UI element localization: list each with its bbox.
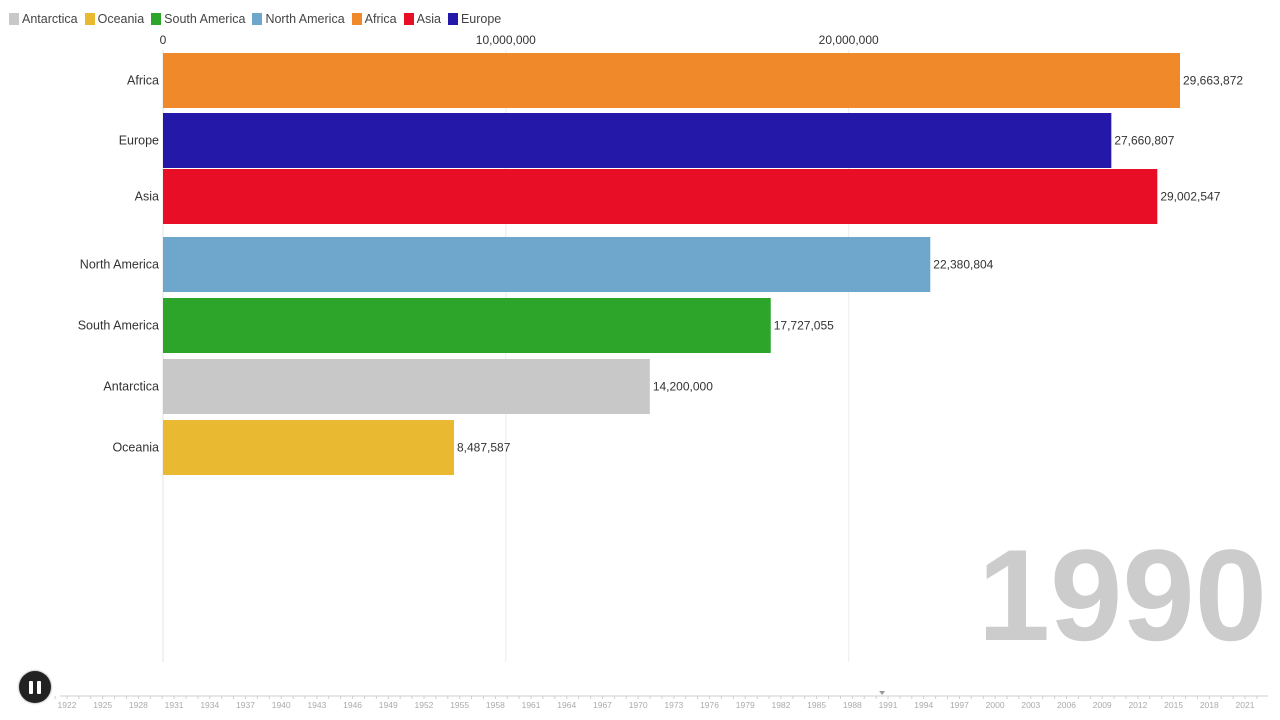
x-tick-label: 20,000,000 bbox=[819, 33, 879, 47]
year-label: 1990 bbox=[978, 522, 1267, 668]
timeline-year-label: 1946 bbox=[343, 700, 362, 710]
timeline-year-label: 1940 bbox=[272, 700, 291, 710]
timeline-year-label: 1988 bbox=[843, 700, 862, 710]
timeline-year-label: 1991 bbox=[879, 700, 898, 710]
timeline-year-label: 1928 bbox=[129, 700, 148, 710]
timeline-year-label: 2012 bbox=[1128, 700, 1147, 710]
legend-label: North America bbox=[265, 12, 345, 26]
bars bbox=[163, 53, 1180, 475]
legend-swatch bbox=[403, 13, 414, 25]
timeline-year-label: 2018 bbox=[1200, 700, 1219, 710]
category-label: North America bbox=[80, 258, 159, 272]
category-labels: Africa Europe Asia North America South Ameri… bbox=[78, 74, 159, 455]
value-label: 17,727,055 bbox=[774, 319, 834, 333]
bar bbox=[163, 169, 1158, 224]
timeline-year-label: 1970 bbox=[629, 700, 648, 710]
bar bbox=[163, 53, 1180, 108]
timeline-year-label: 1982 bbox=[771, 700, 790, 710]
legend-item[interactable]: Africa bbox=[351, 12, 397, 26]
timeline-year-label: 1937 bbox=[236, 700, 255, 710]
bar-chart: 0 10,000,000 20,000,000 Africa Europe Asia No… bbox=[78, 33, 1267, 668]
timeline-year-label: 1922 bbox=[58, 700, 77, 710]
legend-label: Africa bbox=[364, 12, 397, 26]
timeline-year-label: 1958 bbox=[486, 700, 505, 710]
legend-item[interactable]: Asia bbox=[403, 12, 441, 26]
legend-item[interactable]: Europe bbox=[447, 12, 502, 26]
legend-swatch bbox=[9, 13, 19, 25]
category-label: Oceania bbox=[112, 441, 159, 455]
legend-item[interactable]: South America bbox=[151, 12, 245, 26]
category-label: Antarctica bbox=[103, 380, 159, 394]
timeline-year-label: 1931 bbox=[165, 700, 184, 710]
x-tick-label: 10,000,000 bbox=[476, 33, 536, 47]
timeline-year-label: 1967 bbox=[593, 700, 612, 710]
legend-item[interactable]: Antarctica bbox=[9, 12, 78, 26]
legend-label: South America bbox=[164, 12, 246, 26]
legend-item[interactable]: Oceania bbox=[84, 12, 145, 26]
timeline-year-label: 1973 bbox=[664, 700, 683, 710]
legend-label: Asia bbox=[416, 12, 441, 26]
legend-swatch bbox=[84, 13, 95, 25]
timeline-year-label: 1934 bbox=[200, 700, 219, 710]
timeline-year-label: 2021 bbox=[1236, 700, 1255, 710]
x-axis-ticks: 0 10,000,000 20,000,000 bbox=[160, 33, 879, 47]
timeline-year-label: 1985 bbox=[807, 700, 826, 710]
timeline-year-label: 1964 bbox=[557, 700, 576, 710]
x-tick-label: 0 bbox=[160, 33, 167, 47]
category-label: Africa bbox=[127, 74, 159, 88]
timeline-year-label: 1997 bbox=[950, 700, 969, 710]
value-label: 29,002,547 bbox=[1160, 190, 1220, 204]
value-label: 22,380,804 bbox=[933, 258, 993, 272]
timeline-year-label: 1943 bbox=[307, 700, 326, 710]
bar bbox=[163, 298, 771, 353]
timeline-year-label: 2003 bbox=[1021, 700, 1040, 710]
pause-button[interactable] bbox=[19, 671, 51, 703]
legend-swatch bbox=[351, 13, 362, 25]
legend-swatch bbox=[151, 13, 162, 25]
value-label: 29,663,872 bbox=[1183, 74, 1243, 88]
value-label: 8,487,587 bbox=[457, 441, 511, 455]
legend-label: Antarctica bbox=[22, 12, 78, 26]
timeline-year-label: 1979 bbox=[736, 700, 755, 710]
legend: Antarctica Oceania South America North Amer… bbox=[9, 11, 501, 27]
category-label: Europe bbox=[119, 134, 159, 148]
timeline-year-label: 1952 bbox=[415, 700, 434, 710]
bar bbox=[163, 237, 931, 292]
legend-swatch bbox=[447, 13, 458, 25]
timeline-year-label: 1955 bbox=[450, 700, 469, 710]
category-label: Asia bbox=[135, 190, 159, 204]
timeline-year-label: 1976 bbox=[700, 700, 719, 710]
timeline-marker-icon[interactable] bbox=[879, 691, 886, 695]
bar bbox=[163, 420, 454, 475]
timeline-year-label: 1994 bbox=[914, 700, 933, 710]
bar bbox=[163, 359, 650, 414]
legend-label: Oceania bbox=[97, 12, 145, 26]
legend-swatch bbox=[252, 13, 263, 25]
timeline-year-label: 2000 bbox=[986, 700, 1005, 710]
value-label: 14,200,000 bbox=[653, 380, 713, 394]
timeline-year-label: 1925 bbox=[93, 700, 112, 710]
legend-item[interactable]: North America bbox=[252, 12, 345, 26]
timeline-slider[interactable]: 1922 1925 1928 1931 1934 1937 1940 1943 1946 1949… bbox=[0, 686, 1280, 716]
timeline-year-label: 2015 bbox=[1164, 700, 1183, 710]
value-label: 27,660,807 bbox=[1114, 134, 1174, 148]
timeline-year-label: 2006 bbox=[1057, 700, 1076, 710]
bar bbox=[163, 113, 1112, 168]
category-label: South America bbox=[78, 319, 159, 333]
pause-icon bbox=[29, 680, 33, 694]
value-labels: 29,663,872 27,660,807 29,002,547 22,380,804… bbox=[457, 74, 1243, 455]
legend-label: Europe bbox=[460, 12, 502, 26]
timeline-year-label: 1949 bbox=[379, 700, 398, 710]
timeline-year-label: 2009 bbox=[1093, 700, 1112, 710]
timeline-year-label: 1961 bbox=[522, 700, 541, 710]
